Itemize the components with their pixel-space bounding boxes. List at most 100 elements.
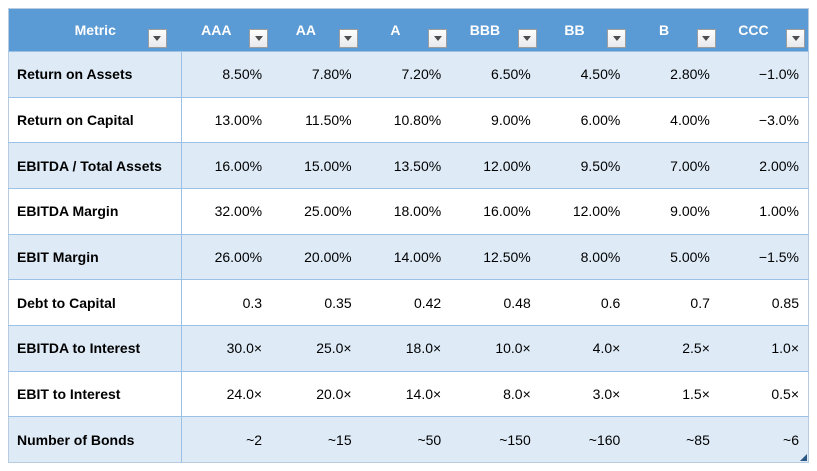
value-cell: 8.50% xyxy=(181,51,272,98)
chevron-down-icon xyxy=(153,36,161,41)
value-cell: 4.50% xyxy=(539,51,630,98)
value-cell: 1.0× xyxy=(718,324,809,372)
credit-rating-metrics-table: Metric AAA AA A BBB xyxy=(8,8,809,463)
value-cell: 8.0× xyxy=(450,370,540,417)
value-cell: 30.0× xyxy=(181,324,272,372)
table-row-ebitda-to-interest: EBITDA to Interest 30.0× 25.0× 18.0× 10.… xyxy=(8,324,809,372)
value-cell: 24.0× xyxy=(181,370,272,417)
value-cell: 3.0× xyxy=(539,370,630,417)
metric-cell: EBITDA to Interest xyxy=(8,324,182,372)
value-cell: 10.0× xyxy=(450,324,540,372)
value-cell: 18.0× xyxy=(360,324,451,372)
value-cell: 32.00% xyxy=(181,187,272,235)
table-row-ebit-margin: EBIT Margin 26.00% 20.00% 14.00% 12.50% … xyxy=(8,233,809,280)
value-cell: 12.50% xyxy=(450,233,540,280)
value-cell: 0.48 xyxy=(450,279,540,326)
chevron-down-icon xyxy=(523,36,532,41)
worksheet-table-region: Metric AAA AA A BBB xyxy=(8,8,809,463)
value-cell: −1.0% xyxy=(718,51,809,98)
filter-button-a[interactable] xyxy=(428,29,448,48)
value-cell: 5.00% xyxy=(629,233,719,280)
value-cell: 15.00% xyxy=(271,142,361,189)
value-cell: 9.00% xyxy=(450,96,540,143)
filter-button-bb[interactable] xyxy=(607,29,627,48)
value-cell: 4.00% xyxy=(629,96,719,143)
value-cell: ~160 xyxy=(539,416,630,463)
value-cell: ~150 xyxy=(450,416,540,463)
value-cell: 14.00% xyxy=(360,233,451,280)
metric-cell: EBIT to Interest xyxy=(8,370,182,417)
table-row-ebitda-total-assets: EBITDA / Total Assets 16.00% 15.00% 13.5… xyxy=(8,142,809,189)
filter-button-aa[interactable] xyxy=(338,29,358,48)
chevron-down-icon xyxy=(612,36,621,41)
table-row-return-on-capital: Return on Capital 13.00% 11.50% 10.80% 9… xyxy=(8,96,809,143)
value-cell: 0.42 xyxy=(360,279,451,326)
filter-button-aaa[interactable] xyxy=(249,29,269,48)
chevron-down-icon xyxy=(344,36,353,41)
header-cell-ccc: CCC xyxy=(718,8,809,52)
value-cell: 9.00% xyxy=(629,187,719,235)
metric-cell: Number of Bonds xyxy=(8,416,182,463)
value-cell: 26.00% xyxy=(181,233,272,280)
value-cell: 10.80% xyxy=(360,96,451,143)
header-cell-a: A xyxy=(360,8,451,52)
chevron-down-icon xyxy=(254,36,263,41)
value-cell: 25.0× xyxy=(271,324,361,372)
column-label-a: A xyxy=(390,22,401,38)
value-cell: 7.20% xyxy=(360,51,451,98)
column-label-aaa: AAA xyxy=(201,22,232,38)
value-cell: 14.0× xyxy=(360,370,451,417)
value-cell: 16.00% xyxy=(450,187,540,235)
filter-button-b[interactable] xyxy=(696,29,716,48)
column-label-b: B xyxy=(659,22,670,38)
table-row-debt-to-capital: Debt to Capital 0.3 0.35 0.42 0.48 0.6 0… xyxy=(8,279,809,326)
header-cell-aa: AA xyxy=(271,8,361,52)
value-cell: 2.80% xyxy=(629,51,719,98)
value-cell: −3.0% xyxy=(718,96,809,143)
value-cell: 25.00% xyxy=(271,187,361,235)
value-cell: 6.50% xyxy=(450,51,540,98)
value-cell: 1.5× xyxy=(629,370,719,417)
value-cell: 8.00% xyxy=(539,233,630,280)
value-cell: ~15 xyxy=(271,416,361,463)
chevron-down-icon xyxy=(433,36,442,41)
column-label-metric: Metric xyxy=(74,22,116,38)
table-row-ebitda-margin: EBITDA Margin 32.00% 25.00% 18.00% 16.00… xyxy=(8,187,809,235)
value-cell: 12.00% xyxy=(539,187,630,235)
value-cell: 20.0× xyxy=(271,370,361,417)
header-cell-bb: BB xyxy=(539,8,630,52)
value-cell: −1.5% xyxy=(718,233,809,280)
value-cell: 20.00% xyxy=(271,233,361,280)
header-cell-aaa: AAA xyxy=(181,8,272,52)
value-cell: 0.85 xyxy=(718,279,809,326)
header-cell-metric: Metric xyxy=(8,8,182,52)
value-cell: 13.50% xyxy=(360,142,451,189)
value-cell: ~85 xyxy=(629,416,719,463)
value-cell: 7.00% xyxy=(629,142,719,189)
value-cell: 0.35 xyxy=(271,279,361,326)
value-cell: 0.7 xyxy=(629,279,719,326)
filter-button-ccc[interactable] xyxy=(786,29,805,48)
value-cell: 0.5× xyxy=(718,370,809,417)
value-cell: 12.00% xyxy=(450,142,540,189)
metric-cell: Return on Capital xyxy=(8,96,182,143)
metric-cell: EBITDA / Total Assets xyxy=(8,142,182,189)
value-cell: 1.00% xyxy=(718,187,809,235)
header-row: Metric AAA AA A BBB xyxy=(8,8,809,52)
header-cell-bbb: BBB xyxy=(450,8,540,52)
table-resize-handle[interactable] xyxy=(800,454,807,461)
value-cell: ~6 xyxy=(718,416,809,463)
filter-button-bbb[interactable] xyxy=(517,29,537,48)
value-cell: 0.6 xyxy=(539,279,630,326)
value-cell: ~2 xyxy=(181,416,272,463)
value-cell: ~50 xyxy=(360,416,451,463)
chevron-down-icon xyxy=(702,36,711,41)
value-cell: 0.3 xyxy=(181,279,272,326)
metric-cell: Debt to Capital xyxy=(8,279,182,326)
metric-cell: EBIT Margin xyxy=(8,233,182,280)
column-label-bbb: BBB xyxy=(469,22,501,38)
filter-button-metric[interactable] xyxy=(147,29,167,48)
chevron-down-icon xyxy=(791,36,800,41)
value-cell: 9.50% xyxy=(539,142,630,189)
value-cell: 2.00% xyxy=(718,142,809,189)
